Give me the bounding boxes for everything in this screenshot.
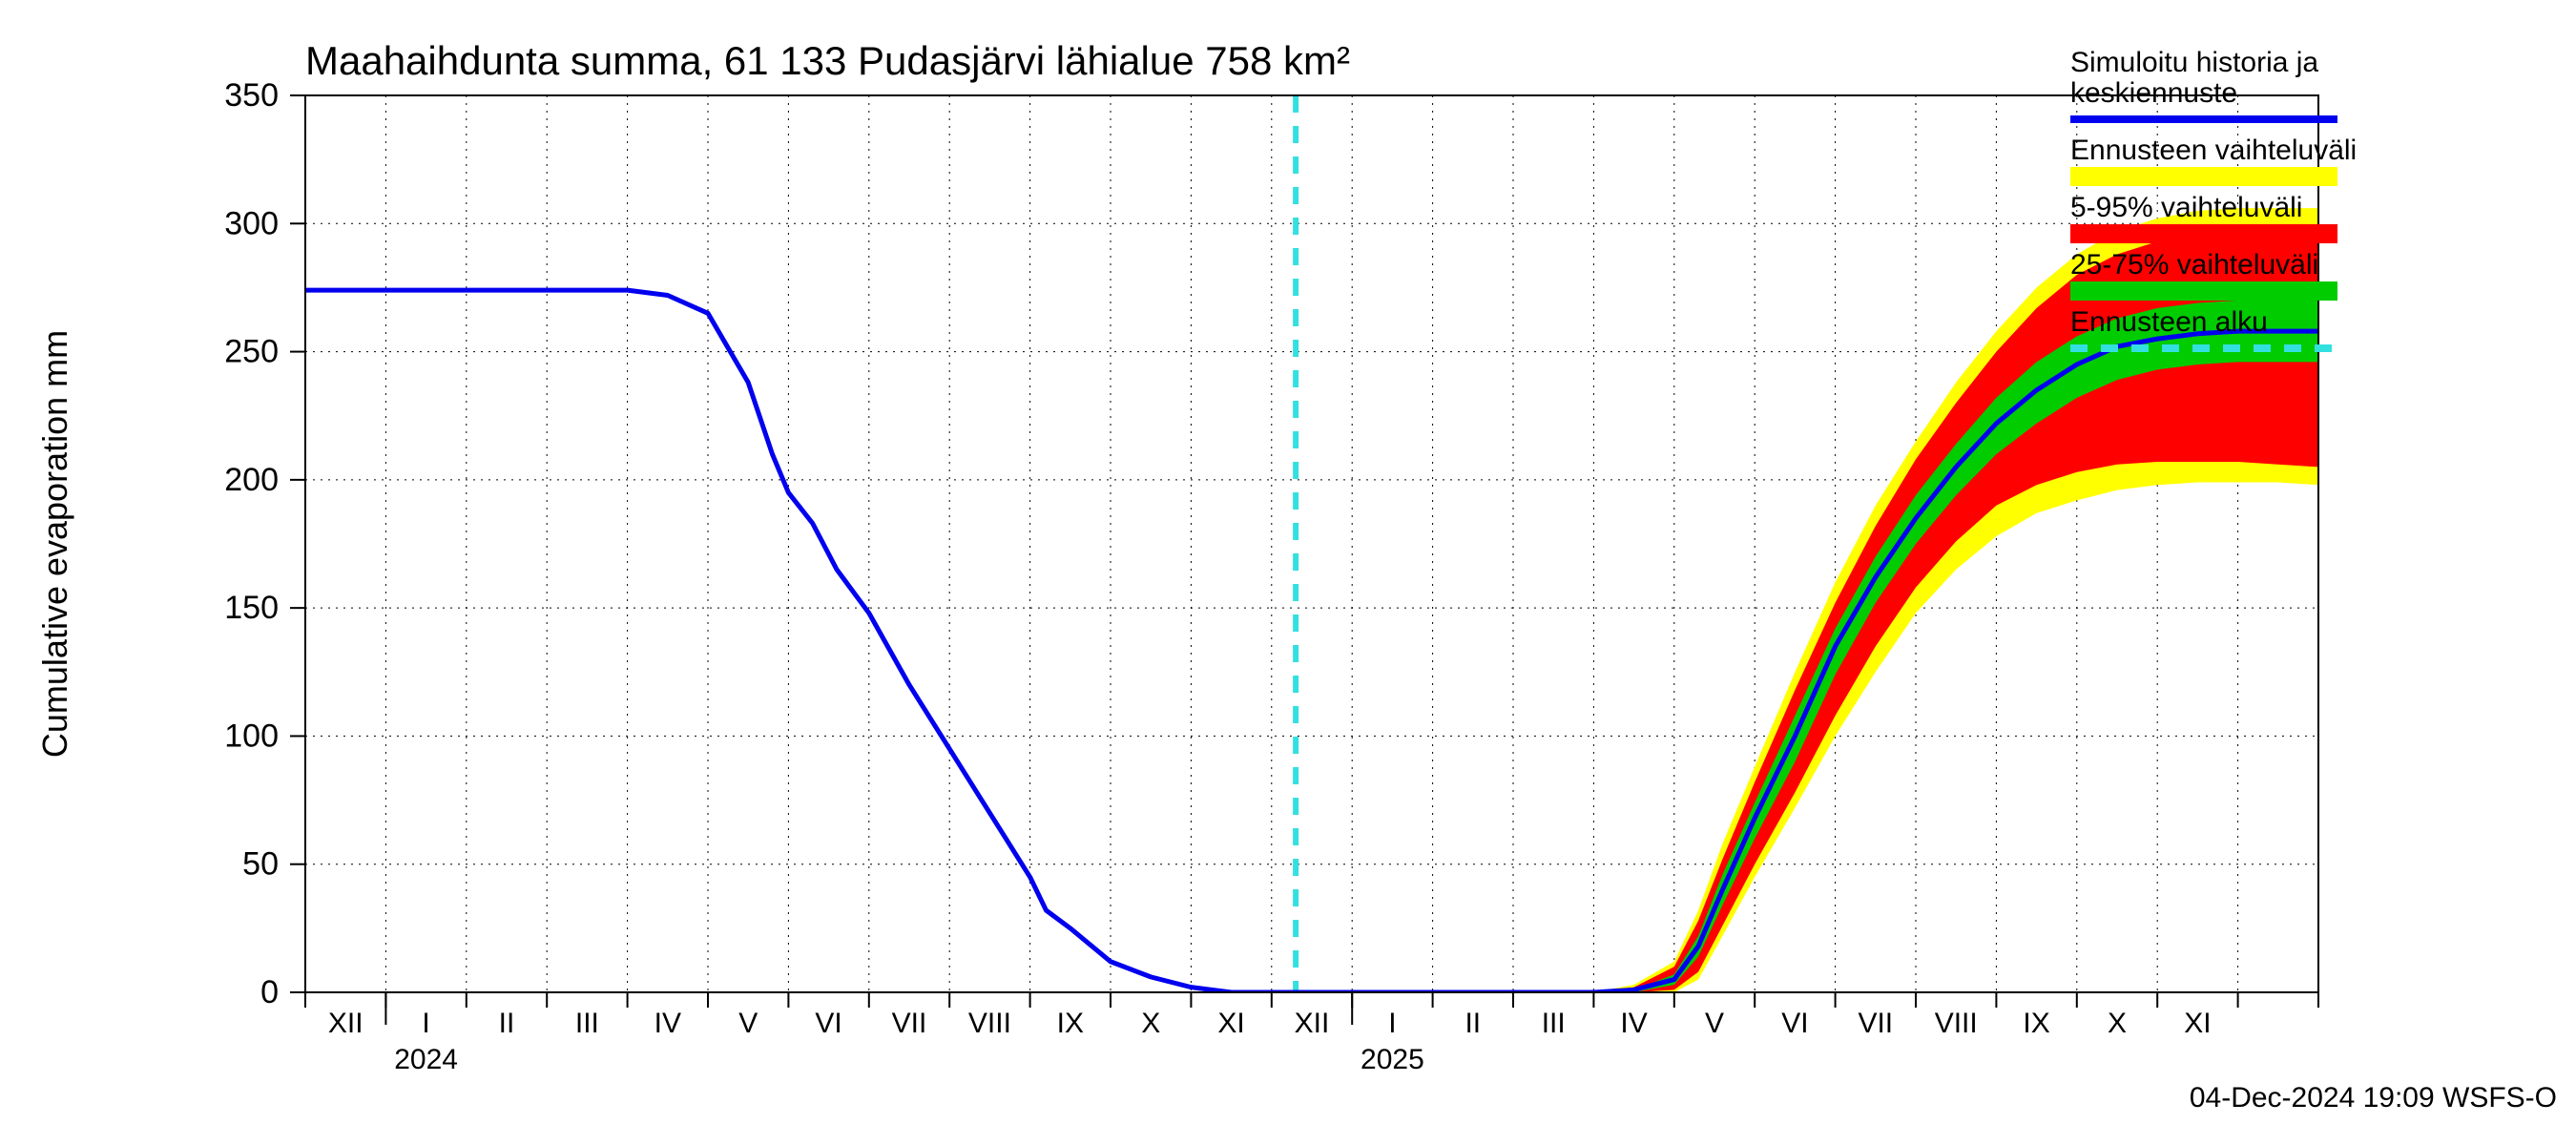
x-tick-label: V — [1705, 1008, 1724, 1039]
x-tick-label: II — [499, 1008, 515, 1039]
x-tick-label: IX — [2023, 1008, 2049, 1039]
evaporation-chart: 050100150200250300350XIIIIIIIIIVVVIVIIVI… — [0, 0, 2576, 1145]
x-tick-label: I — [422, 1008, 429, 1039]
x-tick-label: XII — [1295, 1008, 1330, 1039]
legend-label: 5-95% vaihteluväli — [2070, 192, 2302, 223]
y-tick-label: 200 — [224, 462, 279, 498]
y-tick-label: 100 — [224, 718, 279, 754]
legend-label: Ennusteen alku — [2070, 306, 2268, 338]
x-tick-label: IV — [1620, 1008, 1647, 1039]
x-tick-label: XI — [1217, 1008, 1244, 1039]
x-tick-label: III — [1542, 1008, 1566, 1039]
x-tick-label: XI — [2184, 1008, 2211, 1039]
x-tick-label: VIII — [1935, 1008, 1978, 1039]
x-tick-label: IX — [1057, 1008, 1084, 1039]
chart-title: Maahaihdunta summa, 61 133 Pudasjärvi lä… — [305, 38, 1350, 83]
x-tick-label: VI — [1781, 1008, 1808, 1039]
y-tick-label: 300 — [224, 205, 279, 241]
y-tick-label: 150 — [224, 590, 279, 626]
x-year-label: 2024 — [394, 1044, 458, 1075]
x-tick-label: XII — [328, 1008, 364, 1039]
x-tick-label: III — [575, 1008, 599, 1039]
chart-footer: 04-Dec-2024 19:09 WSFS-O — [2190, 1082, 2557, 1114]
x-tick-label: I — [1388, 1008, 1396, 1039]
x-tick-label: X — [2108, 1008, 2127, 1039]
x-tick-label: X — [1141, 1008, 1160, 1039]
x-tick-label: II — [1465, 1008, 1481, 1039]
legend-label: keskiennuste — [2070, 77, 2237, 109]
y-tick-label: 350 — [224, 77, 279, 114]
y-tick-label: 250 — [224, 334, 279, 370]
legend-label: Ennusteen vaihteluväli — [2070, 135, 2357, 166]
x-tick-label: VII — [892, 1008, 927, 1039]
x-year-label: 2025 — [1361, 1044, 1424, 1075]
x-tick-label: VII — [1858, 1008, 1893, 1039]
x-tick-label: VIII — [968, 1008, 1011, 1039]
y-axis-label: Cumulative evaporation mm — [35, 330, 74, 758]
legend-label: 25-75% vaihteluväli — [2070, 249, 2318, 281]
x-tick-label: V — [738, 1008, 758, 1039]
legend-label: Simuloitu historia ja — [2070, 47, 2318, 78]
x-tick-label: IV — [654, 1008, 681, 1039]
y-tick-label: 50 — [242, 846, 279, 883]
x-tick-label: VI — [815, 1008, 841, 1039]
y-tick-label: 0 — [260, 974, 279, 1010]
